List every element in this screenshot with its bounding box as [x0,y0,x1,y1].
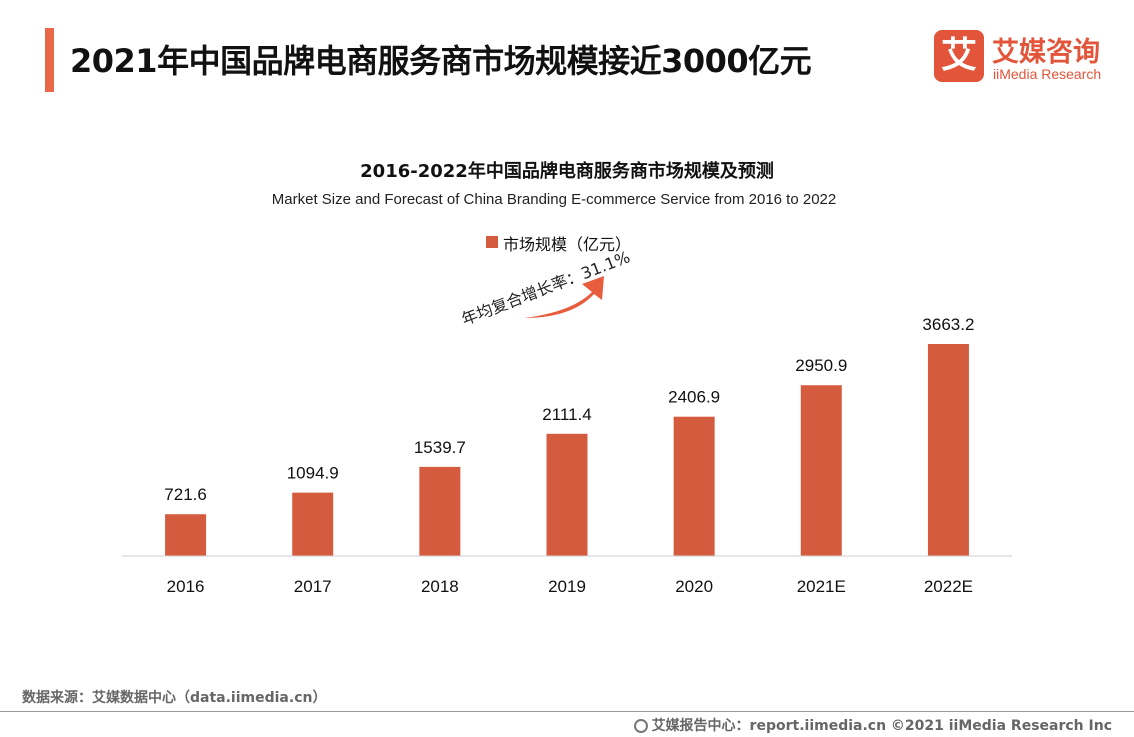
bar-2017 [292,492,334,556]
x-tick-label-2022E: 2022E [924,577,973,596]
value-label-2021E: 2950.9 [795,356,847,375]
value-label-2022E: 3663.2 [922,315,974,334]
data-source: 数据来源：艾媒数据中心（data.iimedia.cn） [22,690,327,706]
x-tick-label-2021E: 2021E [797,577,846,596]
growth-arrow-icon [524,276,604,318]
brand-logo[interactable]: 艾 艾媒咨询 iiMedia Research [934,30,1124,86]
legend-label: 市场规模（亿元） [503,235,632,254]
value-label-2016: 721.6 [164,485,207,504]
globe-icon [633,719,648,733]
bar-2019 [546,433,588,556]
logo-name-cn: 艾媒咨询 [992,37,1100,68]
bar-2021E [800,385,842,556]
x-tick-label-2016: 2016 [167,577,205,596]
x-tick-label-2020: 2020 [675,577,713,596]
legend-swatch [486,236,498,248]
value-label-2017: 1094.9 [287,464,339,483]
logo-mark-icon: 艾 [934,30,984,82]
value-label-2020: 2406.9 [668,388,720,407]
page-title: 2021年中国品牌电商服务商市场规模接近3000亿元 [70,42,812,80]
footer-divider [0,711,1134,712]
chart-title: 2016-2022年中国品牌电商服务商市场规模及预测 [360,161,774,182]
footer-copyright: 艾媒报告中心：report.iimedia.cn ©2021 iiMedia R… [633,715,1112,735]
chart-subtitle: Market Size and Forecast of China Brandi… [271,191,837,208]
bar-2022E [927,344,969,556]
logo-name-en: iiMedia Research [993,66,1102,82]
value-label-2019: 2111.4 [542,405,591,424]
bar-2018 [419,466,461,556]
x-tick-label-2017: 2017 [294,577,332,596]
bar-2020 [673,416,715,556]
value-label-2018: 1539.7 [414,438,466,457]
x-tick-label-2018: 2018 [421,577,459,596]
footer-copyright-text: 艾媒报告中心：report.iimedia.cn ©2021 iiMedia R… [651,718,1112,734]
title-accent-bar [45,28,54,92]
x-tick-label-2019: 2019 [548,577,586,596]
bar-2016 [165,514,207,556]
